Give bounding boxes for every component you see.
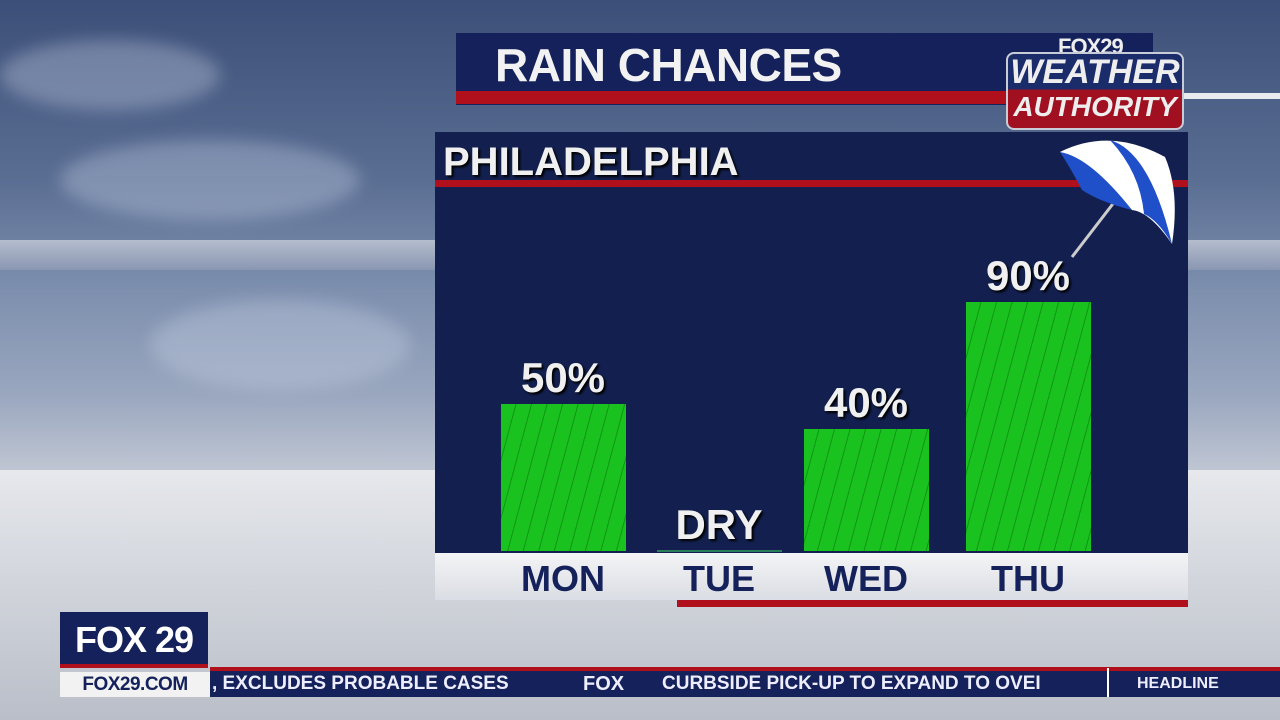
ticker-separator (1107, 668, 1109, 697)
ticker-text-2: CURBSIDE PICK-UP TO EXPAND TO OVEI (662, 673, 1041, 694)
bar-wed (804, 429, 929, 551)
ticker-brand: FOX (583, 673, 625, 695)
value-label-tue: DRY (675, 501, 763, 548)
day-label-thu: THU (991, 558, 1065, 599)
fox29-url: FOX29.COM (60, 672, 210, 697)
cloud (60, 140, 360, 220)
day-label-tue: TUE (683, 558, 755, 599)
title-line (1180, 93, 1280, 99)
logo-weather: WEATHER (1010, 53, 1180, 91)
value-label-wed: 40% (823, 379, 909, 426)
fox29-logo: FOX 29 (60, 612, 208, 668)
bar-thu (966, 301, 1091, 551)
weather-authority-logo: WEATHER AUTHORITY (1006, 52, 1184, 130)
value-label-mon: 50% (520, 353, 606, 401)
days-red-stripe (677, 600, 1188, 607)
cloud (0, 40, 220, 110)
value-label-thu: 90% (985, 251, 1071, 299)
umbrella-icon (1060, 140, 1175, 258)
title-red-stripe (456, 91, 1016, 104)
ticker-text-1: , EXCLUDES PROBABLE CASES (212, 673, 509, 694)
page-title: RAIN CHANCES (495, 39, 842, 91)
location-title: PHILADELPHIA (443, 140, 739, 184)
ticker-section: HEADLINE (1137, 675, 1219, 692)
logo-authority: AUTHORITY (1013, 91, 1177, 122)
dry-baseline (657, 550, 782, 552)
news-ticker (210, 667, 1280, 697)
cloud (150, 300, 410, 390)
day-label-wed: WED (824, 558, 908, 599)
day-labels-band (435, 553, 1188, 600)
day-label-mon: MON (521, 558, 605, 599)
city-red-stripe (435, 180, 1188, 187)
bar-mon (501, 403, 626, 551)
